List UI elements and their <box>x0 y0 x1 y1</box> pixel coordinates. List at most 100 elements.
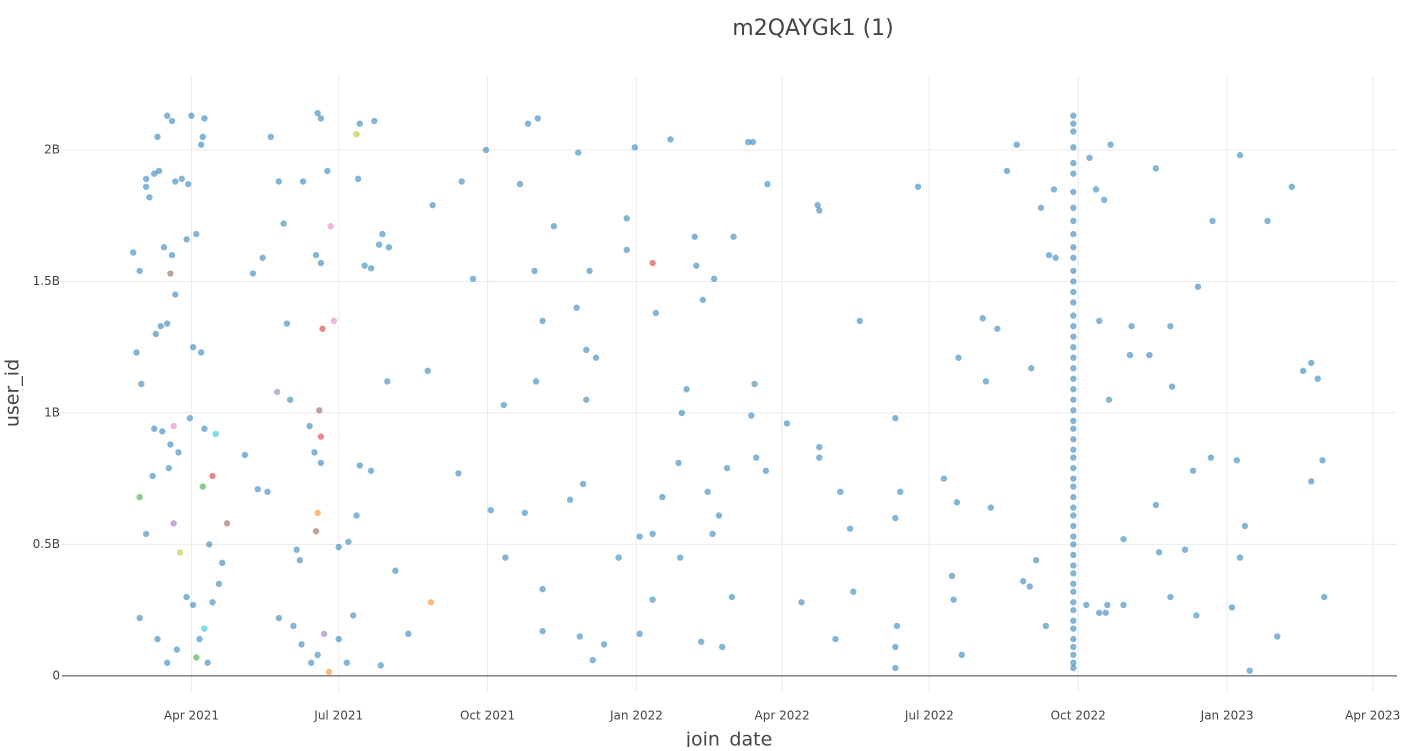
point <box>764 180 771 188</box>
point <box>1070 204 1077 212</box>
point <box>814 201 821 209</box>
point <box>524 120 532 127</box>
point <box>356 120 363 127</box>
point <box>892 514 899 522</box>
point <box>816 454 823 461</box>
point <box>1070 288 1077 296</box>
x-tick-label: Apr 2021 <box>164 709 219 723</box>
point <box>1155 549 1163 556</box>
point <box>550 223 558 230</box>
point <box>151 425 158 432</box>
x-tick-label: Jul 2021 <box>313 709 363 723</box>
point <box>753 454 760 461</box>
point <box>846 525 854 532</box>
point <box>623 215 630 222</box>
point <box>241 451 249 459</box>
point <box>212 430 219 438</box>
x-axis-label: join_date <box>685 729 773 748</box>
point <box>343 659 350 666</box>
point <box>1070 599 1077 606</box>
point <box>892 643 899 651</box>
point <box>469 275 477 283</box>
point <box>151 170 158 177</box>
point <box>167 270 174 277</box>
point <box>1070 643 1077 651</box>
x-tick-label: Oct 2022 <box>1051 709 1106 723</box>
point <box>384 378 391 385</box>
point <box>958 651 965 659</box>
point <box>1070 606 1077 614</box>
point <box>1070 365 1077 372</box>
point <box>138 380 145 388</box>
point <box>1092 186 1100 193</box>
point <box>1070 522 1077 530</box>
point <box>1028 365 1035 372</box>
point <box>1096 609 1103 616</box>
point <box>317 459 325 467</box>
point <box>659 493 666 501</box>
point <box>675 459 682 467</box>
point <box>583 346 590 354</box>
point <box>953 499 961 506</box>
point <box>1107 141 1114 148</box>
point <box>267 133 274 140</box>
point <box>751 380 758 388</box>
point <box>172 178 179 185</box>
point <box>1070 343 1077 351</box>
point <box>196 635 203 643</box>
point <box>1070 396 1077 403</box>
point <box>950 596 957 603</box>
point <box>275 178 283 185</box>
point <box>652 309 660 317</box>
point <box>193 654 200 661</box>
point <box>709 530 716 538</box>
point <box>636 533 643 540</box>
point <box>1181 546 1189 553</box>
point <box>290 622 297 630</box>
point <box>274 388 281 396</box>
point <box>678 409 685 417</box>
point <box>579 480 587 488</box>
point <box>1070 322 1077 330</box>
point <box>286 396 294 403</box>
point <box>744 138 752 146</box>
point <box>293 546 300 553</box>
point <box>1070 170 1077 177</box>
point <box>1026 583 1033 590</box>
x-tick-label: Apr 2023 <box>1345 709 1400 723</box>
x-tick-label: Jul 2022 <box>904 709 954 723</box>
point <box>215 580 223 588</box>
point <box>728 593 736 601</box>
point <box>275 614 283 622</box>
point <box>320 630 328 638</box>
point <box>723 464 731 472</box>
point <box>312 528 320 535</box>
point <box>1168 383 1176 390</box>
point <box>314 509 321 517</box>
point <box>1209 217 1216 225</box>
point <box>521 509 528 517</box>
point <box>1105 396 1113 403</box>
point <box>367 265 375 272</box>
point <box>1241 522 1249 530</box>
point <box>1037 204 1045 212</box>
y-tick-label: 0 <box>52 668 60 682</box>
point <box>1070 375 1077 382</box>
point <box>142 175 150 183</box>
point <box>311 449 318 456</box>
point <box>146 194 153 201</box>
point <box>353 130 360 138</box>
point <box>539 317 546 325</box>
point <box>1086 154 1093 162</box>
point <box>615 554 622 561</box>
point <box>798 599 805 606</box>
point <box>385 244 393 251</box>
point <box>201 425 208 432</box>
point <box>1264 217 1271 225</box>
point <box>306 422 313 430</box>
point <box>197 349 205 356</box>
point <box>377 662 384 669</box>
point <box>948 572 956 580</box>
point <box>379 230 386 238</box>
point <box>163 112 171 119</box>
